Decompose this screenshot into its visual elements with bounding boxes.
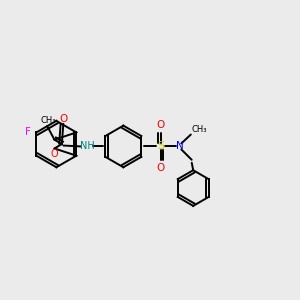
Text: CH₃: CH₃ (41, 116, 56, 125)
Text: S: S (157, 141, 164, 152)
Text: O: O (60, 114, 68, 124)
Text: CH₃: CH₃ (191, 125, 207, 134)
Text: O: O (156, 163, 165, 173)
Text: O: O (51, 149, 58, 159)
Text: F: F (25, 128, 31, 137)
Text: O: O (156, 120, 165, 130)
Text: NH: NH (80, 141, 95, 152)
Text: N: N (176, 141, 184, 152)
